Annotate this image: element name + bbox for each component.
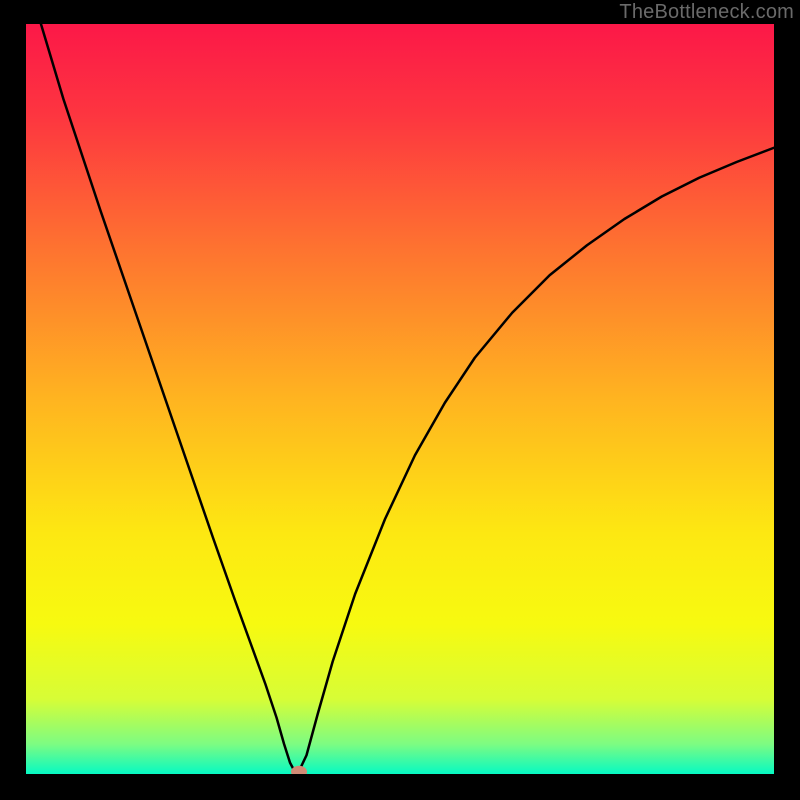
watermark-text: TheBottleneck.com xyxy=(619,1,794,24)
bottleneck-chart: TheBottleneck.com xyxy=(0,0,800,800)
frame-border-bottom xyxy=(0,774,800,800)
plot-background xyxy=(26,24,774,774)
frame-border-left xyxy=(0,0,26,800)
frame-border-right xyxy=(774,0,800,800)
chart-svg xyxy=(0,0,800,800)
